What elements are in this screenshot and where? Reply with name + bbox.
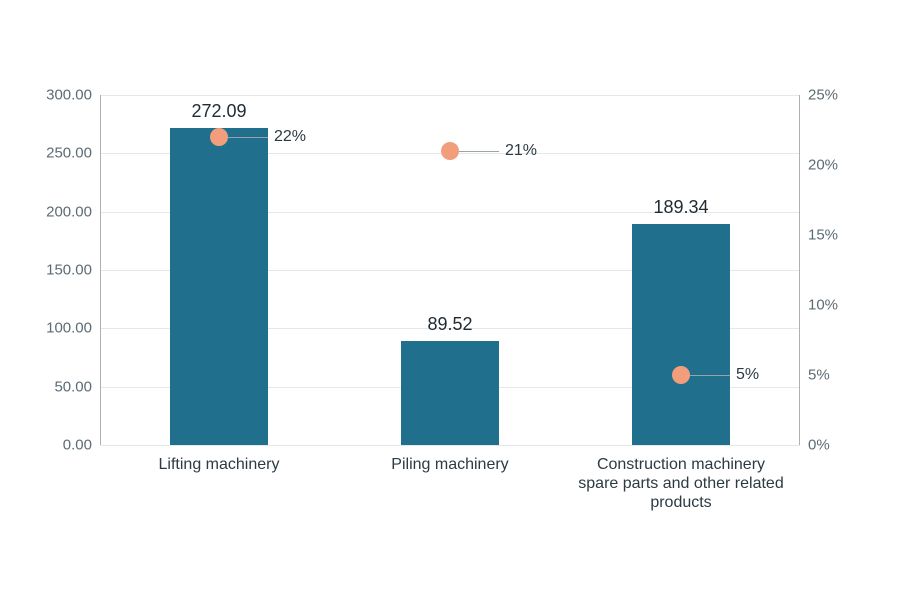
y-left-tick: 150.00 — [46, 262, 100, 279]
y-right-tick: 5% — [800, 367, 830, 384]
leader-line — [459, 151, 499, 152]
y-left-tick: 50.00 — [54, 378, 100, 395]
x-category-label: Lifting machinery — [114, 445, 324, 474]
y-right-tick: 10% — [800, 297, 838, 314]
y-left-tick: 300.00 — [46, 87, 100, 104]
y-right-axis — [799, 95, 800, 445]
pct-marker — [672, 366, 690, 384]
pct-marker — [210, 128, 228, 146]
y-right-tick: 15% — [800, 227, 838, 244]
bar-value-label: 89.52 — [427, 314, 472, 335]
bar — [401, 341, 499, 445]
bar-value-label: 272.09 — [191, 101, 246, 122]
plot-area: 0.0050.00100.00150.00200.00250.00300.000… — [100, 95, 800, 445]
gridline — [100, 95, 800, 96]
y-left-tick: 200.00 — [46, 203, 100, 220]
x-category-label: Piling machinery — [345, 445, 555, 474]
y-left-tick: 0.00 — [63, 437, 100, 454]
y-left-axis — [100, 95, 101, 445]
y-left-tick: 250.00 — [46, 145, 100, 162]
combo-bar-chart: 0.00 50.00 100.00 150.00 200.00 250.00 300.00 0… — [0, 0, 900, 600]
pct-marker — [441, 142, 459, 160]
leader-line — [228, 137, 268, 138]
pct-label: 5% — [736, 366, 759, 384]
x-category-label: Construction machinery spare parts and o… — [576, 445, 786, 513]
bar — [632, 224, 730, 445]
y-right-tick: 0% — [800, 437, 830, 454]
bar — [170, 128, 268, 445]
y-right-tick: 20% — [800, 157, 838, 174]
pct-label: 22% — [274, 128, 306, 146]
y-left-tick: 100.00 — [46, 320, 100, 337]
bar-value-label: 189.34 — [653, 197, 708, 218]
y-right-tick: 25% — [800, 87, 838, 104]
pct-label: 21% — [505, 142, 537, 160]
leader-line — [690, 375, 730, 376]
